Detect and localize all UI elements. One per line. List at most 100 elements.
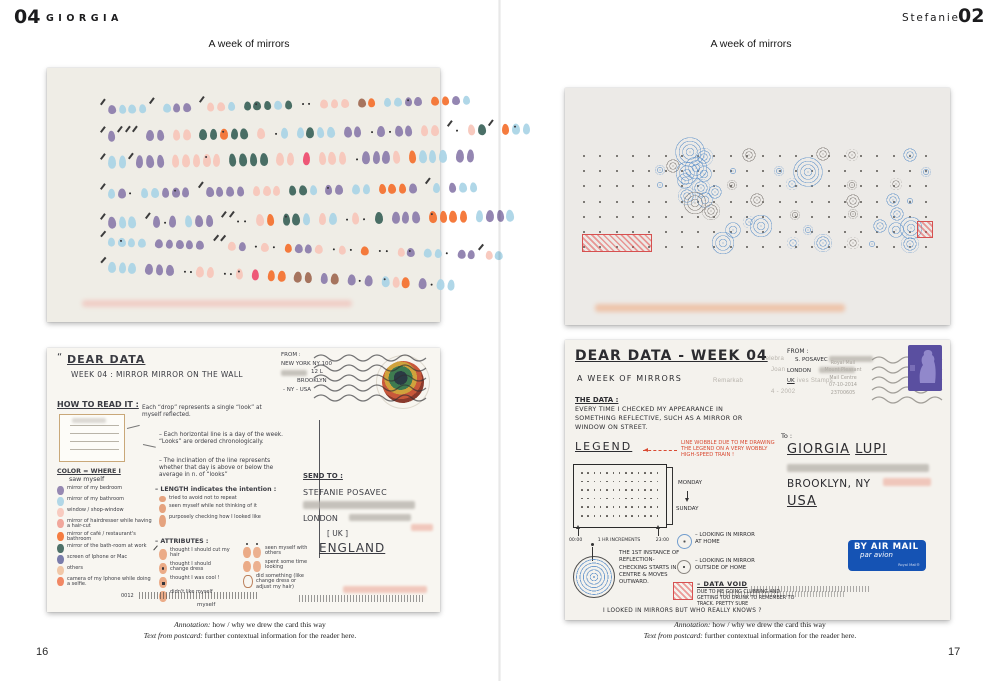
to-country: USA bbox=[787, 494, 817, 509]
color-legend-label: mirror of my bathroom bbox=[67, 496, 125, 502]
right-week-number: 02 bbox=[958, 5, 985, 27]
barcode-digits: 0012 bbox=[121, 593, 134, 599]
annotation-label: Text from postcard: bbox=[643, 630, 703, 640]
note-drop: Each “drop” represents a single “look” a… bbox=[142, 405, 262, 419]
legend-home-label: – LOOKING IN MIRROR AT HOME bbox=[695, 532, 755, 545]
quote-mark: “ bbox=[57, 352, 63, 363]
outside-ring-icon bbox=[677, 560, 691, 574]
color-swatch bbox=[57, 531, 64, 541]
postmark-line: Royal Mail bbox=[830, 361, 856, 366]
length-item: tried to avoid not to repeat bbox=[159, 495, 299, 502]
to-label: To : bbox=[781, 432, 793, 440]
color-legend-list: mirror of my bedroom mirror of my bathro… bbox=[57, 485, 153, 590]
left-author-name: GIORGIA bbox=[46, 13, 123, 24]
left-card-title: A week of mirrors bbox=[208, 38, 290, 50]
left-page-number: 16 bbox=[36, 646, 49, 658]
sketch-dot bbox=[591, 543, 594, 546]
legend-outside-label: – LOOKING IN MIRROR OUTSIDE OF HOME bbox=[695, 558, 755, 571]
from-line2: 12 L bbox=[311, 369, 323, 375]
recipient-country: ENGLAND bbox=[319, 541, 386, 555]
color-legend-title2: saw myself bbox=[69, 476, 105, 483]
redacted-address bbox=[303, 501, 415, 509]
to-city: BROOKLYN, NY bbox=[787, 478, 871, 490]
color-legend-item: mirror of my bedroom bbox=[57, 485, 153, 495]
dab-row-day4 bbox=[99, 177, 477, 199]
length-swatch bbox=[159, 515, 166, 527]
postcard-print-watermark bbox=[595, 304, 845, 312]
color-swatch bbox=[57, 544, 64, 553]
length-label: purposely checking how I looked like bbox=[169, 514, 261, 520]
data-void-label: – DATA VOID bbox=[697, 580, 748, 588]
attribute-label: spent some time looking bbox=[265, 559, 308, 571]
airmail-brand: Royal Mail® bbox=[898, 563, 920, 568]
attribute-glyph bbox=[243, 561, 251, 572]
annotation-line2: Text from postcard: further contextual i… bbox=[0, 631, 500, 642]
length-swatch bbox=[159, 504, 166, 513]
sunday-label: SUNDAY bbox=[676, 506, 699, 512]
annotation-line1: Annotation: how / why we drew the card t… bbox=[0, 620, 500, 631]
color-legend-item: mirror of the bath-room at work bbox=[57, 543, 153, 553]
length-item: seen myself while not thinking of it bbox=[159, 503, 299, 513]
up-arrow-icon bbox=[655, 525, 660, 536]
annotation-line2: Text from postcard: further contextual i… bbox=[500, 631, 1000, 642]
postcard-sketch bbox=[59, 414, 125, 462]
color-swatch bbox=[57, 519, 64, 528]
printed-fragment: ives Stamps bbox=[797, 378, 833, 384]
how-to-read-label: HOW TO READ IT : bbox=[57, 400, 139, 409]
the-data-label: THE DATA : bbox=[575, 396, 619, 404]
card-subheading: A WEEK OF MIRRORS bbox=[577, 374, 682, 383]
color-swatch bbox=[57, 486, 64, 495]
dab-row-day2 bbox=[99, 119, 530, 142]
annotation-label: Annotation: bbox=[174, 620, 211, 629]
right-card-title: A week of mirrors bbox=[710, 38, 792, 50]
dab-row-day1 bbox=[99, 90, 470, 115]
barcode bbox=[751, 586, 871, 592]
right-author-name: Stefanie bbox=[902, 12, 960, 24]
annotation-text: how / why we drew the card this way bbox=[710, 620, 826, 629]
attribute-item: thought I should cut my hair bbox=[159, 547, 237, 560]
attribute-label: did something (like change dress or adju… bbox=[256, 573, 304, 590]
card-heading: DEAR DATA - WEEK 04 bbox=[575, 348, 768, 364]
redacted-text bbox=[281, 370, 307, 376]
increment-mid: 1 HR INCREMENTS bbox=[597, 538, 641, 543]
note-inclination: – The inclination of the line represents… bbox=[159, 458, 274, 479]
pink-smudge bbox=[411, 524, 433, 531]
redacted-text bbox=[819, 367, 855, 373]
airmail-sticker: BY AIR MAIL par avion Royal Mail® bbox=[848, 540, 926, 571]
mirror-field bbox=[565, 88, 950, 325]
attribute-glyph bbox=[159, 577, 167, 588]
attribute-label: thought I was cool ! bbox=[170, 575, 220, 581]
from-label: FROM : bbox=[787, 348, 809, 355]
to-first-name: GIORGIA bbox=[787, 442, 850, 457]
from-line1: NEW YORK NY 100 bbox=[281, 361, 333, 367]
length-label: tried to avoid not to repeat bbox=[169, 495, 237, 501]
home-ring-icon bbox=[677, 534, 692, 549]
data-void-icon bbox=[673, 582, 693, 600]
attribute-glyph bbox=[243, 575, 253, 588]
connector-line bbox=[142, 444, 156, 448]
recipient-uk: [ UK ] bbox=[327, 529, 349, 538]
attribute-glyph bbox=[159, 563, 167, 574]
color-swatch bbox=[57, 497, 64, 506]
color-legend-title-text: COLOR = WHERE I bbox=[57, 468, 121, 475]
send-to-label: SEND TO : bbox=[303, 472, 343, 480]
color-legend-title: COLOR = WHERE I bbox=[57, 468, 121, 475]
right-annotation: Annotation: how / why we drew the card t… bbox=[500, 620, 1000, 641]
card-subheading: WEEK 04 : MIRROR MIRROR ON THE WALL bbox=[71, 370, 243, 379]
to-name: GIORGIA LUPI bbox=[787, 442, 887, 457]
increment-end: 23:00 bbox=[655, 538, 669, 543]
from-name: S. POSAVEC bbox=[795, 357, 828, 363]
annotation-text: further contextual information for the r… bbox=[702, 630, 857, 640]
note-line: – Each horizontal line is a day of the w… bbox=[159, 432, 283, 446]
reflection-circles-sketch bbox=[573, 556, 615, 598]
airmail-line2: par avion bbox=[860, 551, 893, 560]
data-void-text2: I LOOKED IN MIRRORS BUT WHO REALLY KNOWS… bbox=[603, 608, 762, 614]
from-label: FROM : bbox=[281, 352, 301, 358]
card-heading: DEAR DATA bbox=[67, 353, 146, 366]
attribute-glyph bbox=[159, 549, 167, 560]
from-country: UK bbox=[787, 378, 795, 384]
attribute-label: thought I should cut my hair bbox=[170, 547, 230, 559]
increment-start: 00:00 bbox=[569, 538, 583, 543]
color-legend-item: mirror of café / restaurant's bathroom bbox=[57, 531, 153, 543]
